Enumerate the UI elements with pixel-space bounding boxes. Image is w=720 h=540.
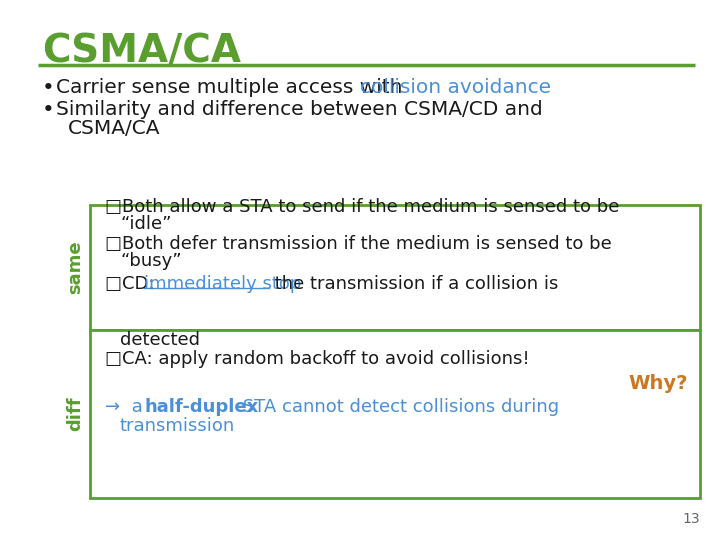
Text: □Both allow a STA to send if the medium is sensed to be: □Both allow a STA to send if the medium … xyxy=(105,198,619,216)
FancyBboxPatch shape xyxy=(90,205,700,330)
Text: collision avoidance: collision avoidance xyxy=(361,78,552,97)
Text: transmission: transmission xyxy=(120,417,235,435)
Text: Carrier sense multiple access with: Carrier sense multiple access with xyxy=(56,78,409,97)
Text: half-duplex: half-duplex xyxy=(144,398,258,416)
Text: □CD:: □CD: xyxy=(105,275,161,293)
Text: “idle”: “idle” xyxy=(120,215,171,233)
Text: the transmission if a collision is: the transmission if a collision is xyxy=(269,275,558,293)
Text: 13: 13 xyxy=(683,512,700,526)
Text: diff: diff xyxy=(66,397,84,431)
Text: “busy”: “busy” xyxy=(120,252,181,270)
Text: □Both defer transmission if the medium is sensed to be: □Both defer transmission if the medium i… xyxy=(105,235,612,253)
Text: CSMA/CA: CSMA/CA xyxy=(68,119,161,138)
Text: •: • xyxy=(42,78,55,98)
FancyBboxPatch shape xyxy=(90,330,700,498)
Text: →  a: → a xyxy=(105,398,148,416)
Text: CSMA/CA: CSMA/CA xyxy=(42,32,241,70)
Text: immediately stop: immediately stop xyxy=(144,275,302,293)
Text: •: • xyxy=(42,100,55,120)
Text: □CA: apply random backoff to avoid collisions!: □CA: apply random backoff to avoid colli… xyxy=(105,350,530,368)
Text: detected: detected xyxy=(120,331,200,349)
Text: STA cannot detect collisions during: STA cannot detect collisions during xyxy=(237,398,559,416)
Text: Similarity and difference between CSMA/CD and: Similarity and difference between CSMA/C… xyxy=(56,100,543,119)
Text: same: same xyxy=(66,241,84,294)
Text: Why?: Why? xyxy=(629,374,688,393)
